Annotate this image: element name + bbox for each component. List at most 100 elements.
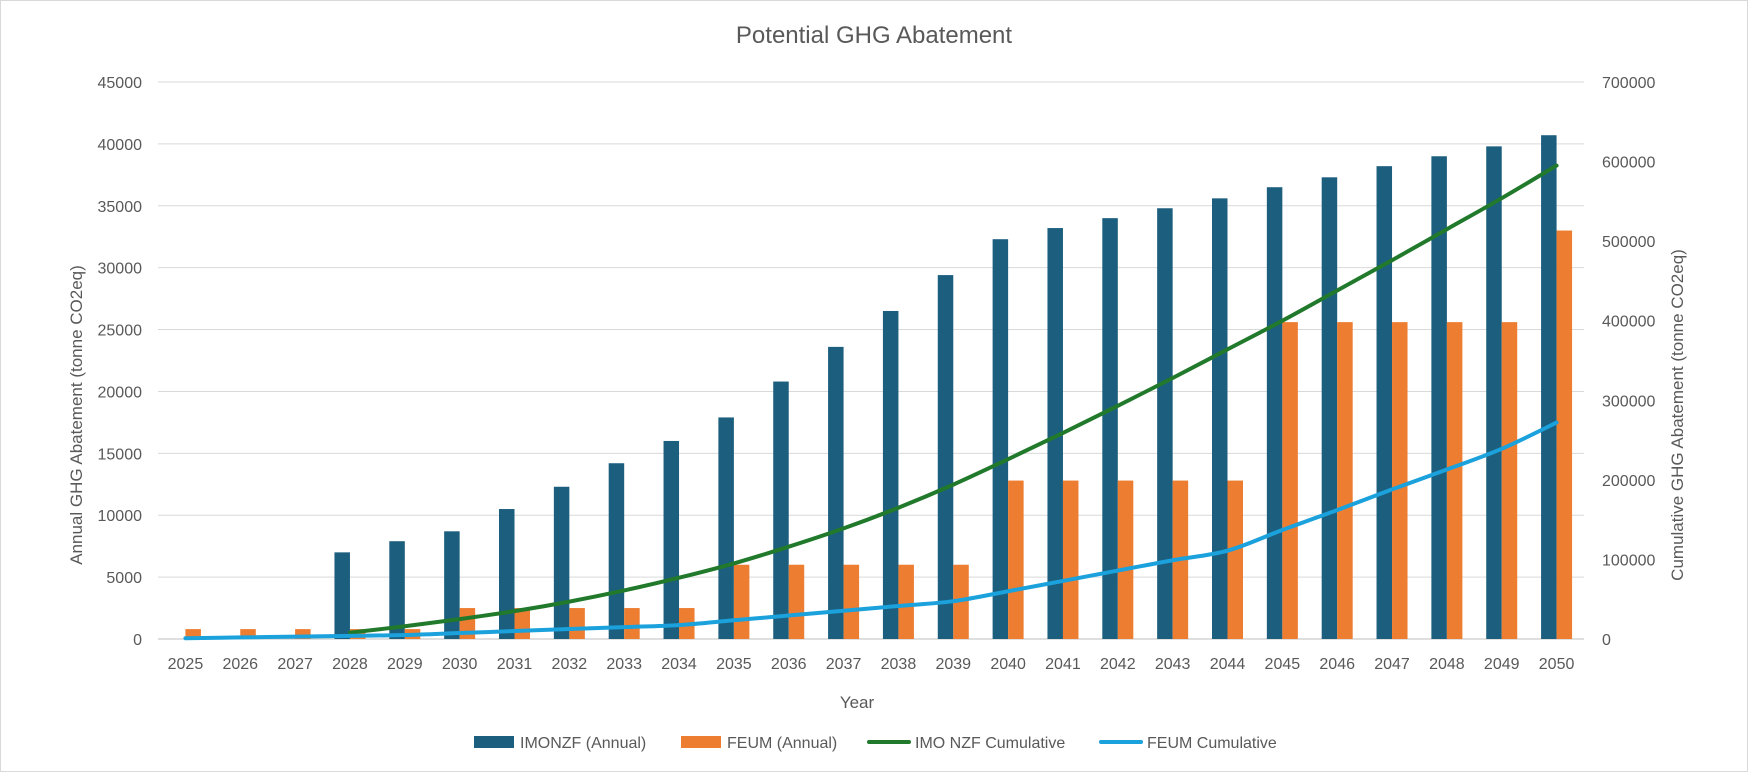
right-tick-label: 600000 xyxy=(1602,155,1655,172)
x-tick-label: 2040 xyxy=(990,656,1026,673)
left-tick-label: 20000 xyxy=(98,384,143,401)
bar-feum-annual xyxy=(898,564,914,639)
x-tick-label: 2043 xyxy=(1155,656,1191,673)
bar-feum-annual xyxy=(240,629,256,639)
bar-feum-annual xyxy=(624,608,640,639)
x-tick-label: 2046 xyxy=(1319,656,1355,673)
x-tick-label: 2050 xyxy=(1539,656,1575,673)
x-tick-label: 2028 xyxy=(332,656,368,673)
bar-imonzf-annual xyxy=(1431,156,1447,639)
bar-imonzf-annual xyxy=(334,552,350,639)
bar-feum-annual xyxy=(1227,480,1243,639)
legend: IMONZF (Annual) FEUM (Annual) IMO NZF Cumu… xyxy=(474,735,1277,752)
chart-title: Potential GHG Abatement xyxy=(736,22,1012,49)
left-tick-label: 30000 xyxy=(98,261,143,278)
bar-feum-annual xyxy=(1282,322,1298,639)
line-imo-nzf-cumulative xyxy=(347,163,1559,635)
bar-feum-annual xyxy=(1337,322,1353,639)
left-tick-label: 15000 xyxy=(98,446,143,463)
x-tick-label: 2038 xyxy=(881,656,917,673)
y-axis-right-title: Cumulative GHG Abatement (tonne CO2eq) xyxy=(1668,249,1687,581)
legend-label: FEUM Cumulative xyxy=(1147,735,1277,752)
right-tick-label: 200000 xyxy=(1602,473,1655,490)
x-tick-label: 2048 xyxy=(1429,656,1465,673)
left-tick-label: 0 xyxy=(133,632,142,649)
gridlines xyxy=(158,81,1584,640)
bar-feum-annual xyxy=(788,564,805,639)
bar-imonzf-annual xyxy=(1157,208,1173,639)
bar-feum-annual xyxy=(1062,480,1079,639)
bar-imonzf-annual xyxy=(1376,166,1393,639)
left-tick-label: 45000 xyxy=(98,75,143,92)
bar-imonzf-annual xyxy=(1321,177,1338,639)
x-tick-label: 2045 xyxy=(1265,656,1301,673)
bar-feum-annual xyxy=(1008,480,1024,639)
right-tick-label: 300000 xyxy=(1602,393,1655,410)
x-axis-title: Year xyxy=(840,693,875,712)
bar-feum-annual xyxy=(1556,230,1573,640)
bar-imonzf-annual xyxy=(718,417,734,639)
left-tick-label: 5000 xyxy=(106,570,142,587)
x-tick-label: 2041 xyxy=(1045,656,1081,673)
x-tick-label: 2029 xyxy=(387,656,423,673)
bar-feum-annual xyxy=(295,629,311,639)
x-tick-label: 2042 xyxy=(1100,656,1136,673)
x-tick-label: 2025 xyxy=(168,656,204,673)
right-tick-label: 400000 xyxy=(1602,314,1655,331)
bar-imonzf-annual xyxy=(773,381,789,639)
x-tick-label: 2049 xyxy=(1484,656,1520,673)
bar-imonzf-annual xyxy=(444,531,460,639)
x-tick-label: 2031 xyxy=(497,656,533,673)
bar-feum-annual xyxy=(843,564,860,639)
legend-swatch xyxy=(474,736,514,748)
bar-feum-annual xyxy=(1446,322,1463,639)
right-tick-label: 100000 xyxy=(1602,552,1655,569)
x-tick-label: 2037 xyxy=(826,656,862,673)
x-tick-label: 2036 xyxy=(771,656,807,673)
legend-swatch xyxy=(681,736,721,748)
bar-imonzf-annual xyxy=(608,463,625,639)
x-tick-label: 2033 xyxy=(606,656,642,673)
right-tick-label: 0 xyxy=(1602,632,1611,649)
legend-label: IMO NZF Cumulative xyxy=(915,735,1065,752)
x-tick-label: 2027 xyxy=(277,656,313,673)
series-lines xyxy=(183,163,1559,641)
bars xyxy=(185,135,1573,640)
left-tick-label: 35000 xyxy=(98,199,143,216)
bar-imonzf-annual xyxy=(882,310,899,639)
bar-feum-annual xyxy=(569,608,585,639)
right-axis-ticks: 0 100000 200000 300000 400000 500000 600000 700… xyxy=(1602,75,1655,649)
bar-imonzf-annual xyxy=(1212,198,1228,639)
y-axis-left-title: Annual GHG Abatement (tonne CO2eq) xyxy=(67,265,86,565)
bar-imonzf-annual xyxy=(1102,218,1118,639)
x-axis-ticks: 2025 2026 2027 2028 2029 2030 2031 2032 2033 2034… xyxy=(168,656,1575,673)
bar-imonzf-annual xyxy=(1047,228,1063,639)
bar-feum-annual xyxy=(1501,322,1518,639)
bar-imonzf-annual xyxy=(553,486,570,639)
right-tick-label: 500000 xyxy=(1602,234,1655,251)
left-tick-label: 10000 xyxy=(98,508,143,525)
bar-imonzf-annual xyxy=(1486,146,1502,639)
x-tick-label: 2035 xyxy=(716,656,752,673)
bar-imonzf-annual xyxy=(1266,187,1283,639)
bar-feum-annual xyxy=(1117,480,1134,639)
bar-imonzf-annual xyxy=(663,440,680,639)
legend-label: FEUM (Annual) xyxy=(727,735,837,752)
legend-label: IMONZF (Annual) xyxy=(520,735,646,752)
x-tick-label: 2034 xyxy=(661,656,697,673)
left-tick-label: 40000 xyxy=(98,137,143,154)
x-tick-label: 2026 xyxy=(222,656,258,673)
bar-imonzf-annual xyxy=(1541,135,1557,640)
bar-imonzf-annual xyxy=(499,509,515,639)
x-tick-label: 2047 xyxy=(1374,656,1410,673)
x-tick-label: 2032 xyxy=(552,656,588,673)
bar-imonzf-annual xyxy=(992,239,1009,639)
left-tick-label: 25000 xyxy=(98,323,143,340)
right-tick-label: 700000 xyxy=(1602,75,1655,92)
bar-feum-annual xyxy=(733,564,750,639)
bar-imonzf-annual xyxy=(828,346,844,639)
bar-feum-annual xyxy=(1392,322,1408,639)
x-tick-label: 2030 xyxy=(442,656,478,673)
